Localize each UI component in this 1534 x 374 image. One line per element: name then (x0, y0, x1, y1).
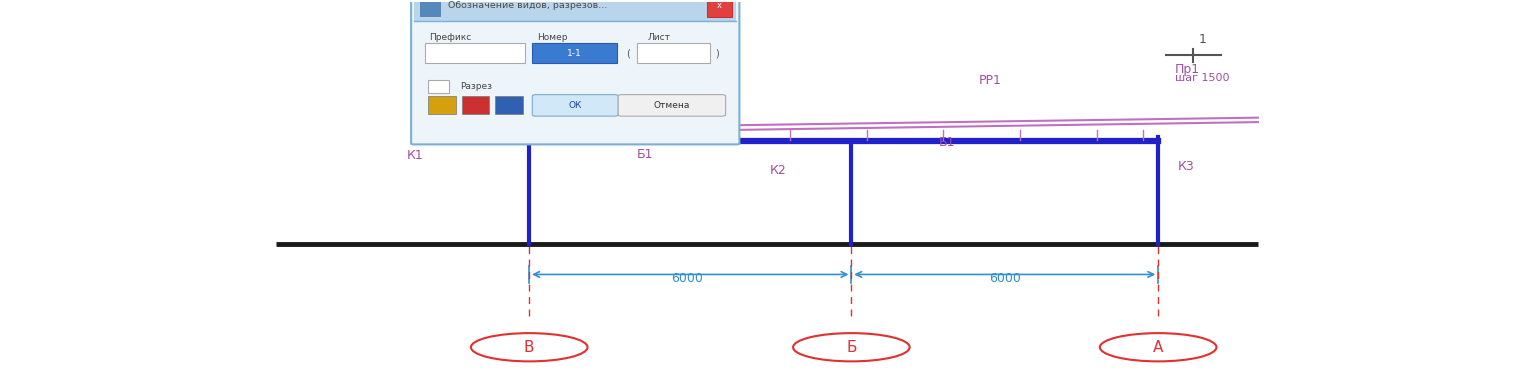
Bar (428, 80, 449, 93)
Text: Пр1: Пр1 (1175, 63, 1200, 76)
Text: К2: К2 (770, 164, 787, 177)
Text: К3: К3 (1178, 160, 1195, 173)
Text: 1: 1 (1198, 33, 1207, 46)
Text: Лист: Лист (647, 33, 670, 42)
Bar (532, 43, 617, 63)
FancyBboxPatch shape (532, 95, 618, 116)
Text: Отмена: Отмена (653, 101, 690, 110)
Text: РР1: РР1 (437, 99, 460, 112)
Text: шаг 1500: шаг 1500 (1175, 73, 1230, 83)
Bar (637, 43, 710, 63)
FancyBboxPatch shape (411, 0, 739, 144)
Text: А: А (1154, 340, 1163, 355)
Bar (462, 96, 489, 114)
Text: 6000: 6000 (989, 272, 1020, 285)
Text: К1: К1 (407, 149, 423, 162)
Text: Б1: Б1 (939, 137, 956, 150)
Text: (: ( (626, 48, 630, 58)
Bar (425, 43, 525, 63)
Bar (707, 0, 732, 16)
Text: x: x (716, 1, 723, 10)
Text: 6000: 6000 (672, 272, 703, 285)
Text: Обозначение видов, разрезов...: Обозначение видов, разрезов... (448, 1, 607, 10)
Text: 1-1: 1-1 (568, 49, 581, 58)
Bar (420, 0, 440, 16)
Text: Разрез: Разрез (460, 82, 492, 91)
FancyBboxPatch shape (618, 95, 726, 116)
Text: Префикс: Префикс (430, 33, 472, 42)
Text: РР1: РР1 (718, 86, 741, 99)
Text: ): ) (715, 48, 718, 58)
Text: Номер: Номер (537, 33, 568, 42)
Bar (428, 96, 456, 114)
Bar (414, 0, 736, 21)
Text: Б: Б (847, 340, 856, 355)
Text: ОК: ОК (569, 101, 581, 110)
Text: Б1: Б1 (637, 148, 653, 161)
Text: РР1: РР1 (979, 74, 1002, 87)
Text: В: В (525, 340, 534, 355)
Bar (495, 96, 523, 114)
